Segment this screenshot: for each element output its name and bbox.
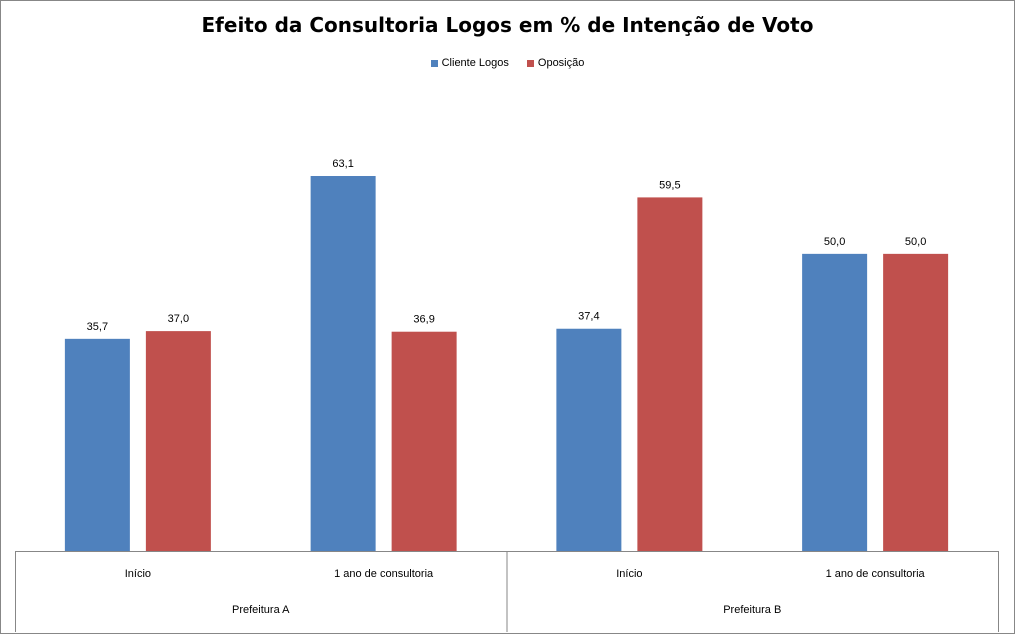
legend-item-oposicao: Oposição — [526, 57, 585, 69]
data-label-oposicao-3: 50,0 — [905, 236, 926, 248]
x-tick-label-3: 1 ano de consultoria — [826, 568, 926, 580]
bar-oposicao-1 — [391, 331, 457, 551]
bar-oposicao-0 — [145, 331, 211, 551]
x-tick-label-1: 1 ano de consultoria — [334, 568, 434, 580]
bar-cliente-logos-0 — [64, 338, 130, 551]
data-label-cliente-logos-0: 35,7 — [87, 321, 108, 333]
bar-cliente-logos-3 — [802, 253, 868, 551]
data-label-cliente-logos-2: 37,4 — [578, 311, 599, 323]
data-label-cliente-logos-3: 50,0 — [824, 236, 845, 248]
legend-swatch-oposicao — [526, 59, 534, 67]
legend-label-oposicao: Oposição — [537, 57, 585, 69]
bar-oposicao-2 — [637, 197, 703, 551]
data-label-oposicao-0: 37,0 — [168, 313, 189, 325]
data-label-oposicao-2: 59,5 — [659, 179, 680, 191]
x-tick-label-0: Início — [125, 568, 151, 580]
data-label-cliente-logos-1: 63,1 — [332, 158, 353, 170]
legend: Cliente Logos Oposição — [1, 57, 1014, 69]
legend-item-cliente-logos: Cliente Logos — [430, 57, 509, 69]
bar-cliente-logos-1 — [310, 176, 376, 551]
x-tick-label-2: Início — [616, 568, 642, 580]
legend-swatch-cliente-logos — [430, 59, 438, 67]
x-group-label-1: Prefeitura B — [723, 604, 781, 616]
x-group-label-0: Prefeitura A — [232, 604, 290, 616]
bar-cliente-logos-2 — [556, 328, 622, 551]
legend-label-cliente-logos: Cliente Logos — [441, 57, 509, 69]
data-label-oposicao-1: 36,9 — [413, 314, 434, 326]
chart-title: Efeito da Consultoria Logos em % de Inte… — [201, 13, 814, 37]
bar-oposicao-3 — [883, 253, 949, 551]
